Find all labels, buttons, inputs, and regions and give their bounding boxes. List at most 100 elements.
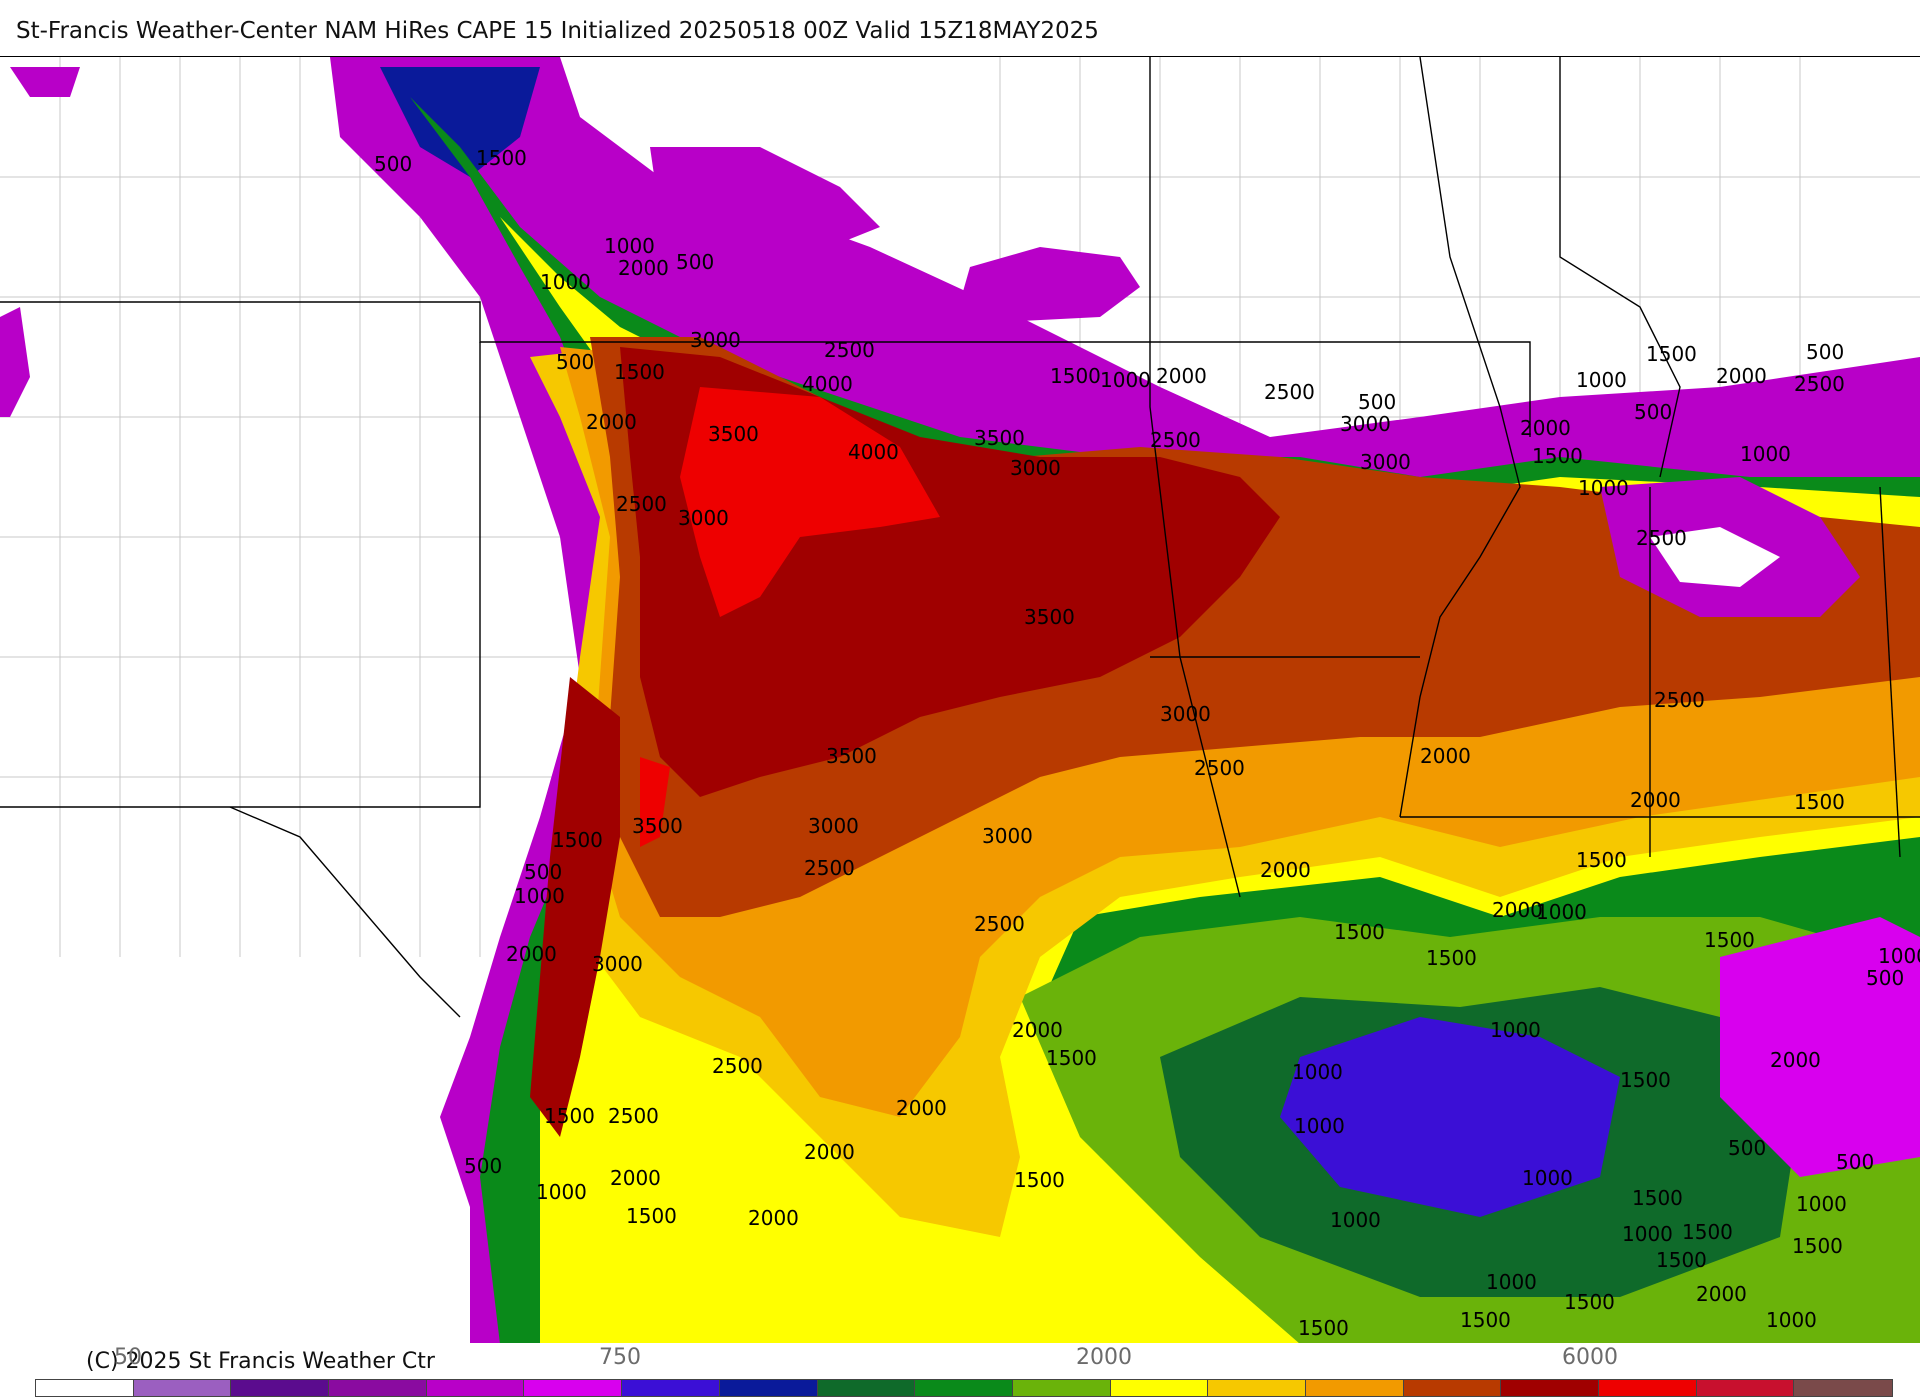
contour-label: 1000 xyxy=(1522,1166,1573,1190)
contour-label: 1000 xyxy=(1292,1060,1343,1084)
contour-label: 1000 xyxy=(540,270,591,294)
contour-label: 3000 xyxy=(690,328,741,352)
contour-label: 1500 xyxy=(614,360,665,384)
contour-label: 2000 xyxy=(610,1166,661,1190)
colorbar-segment xyxy=(1012,1380,1111,1396)
contour-label: 1500 xyxy=(476,146,527,170)
contour-label: 1000 xyxy=(604,234,655,258)
contour-label: 1500 xyxy=(1794,790,1845,814)
contour-label: 3500 xyxy=(974,426,1025,450)
contour-label: 500 xyxy=(464,1154,502,1178)
contour-label: 500 xyxy=(1806,340,1844,364)
contour-label: 3500 xyxy=(632,814,683,838)
contour-label: 2500 xyxy=(616,492,667,516)
contour-label: 1000 xyxy=(1766,1308,1817,1332)
colorbar-segment xyxy=(1403,1380,1502,1396)
contour-label: 2000 xyxy=(1716,364,1767,388)
contour-label: 1000 xyxy=(1100,368,1151,392)
contour-label: 1000 xyxy=(1490,1018,1541,1042)
contour-label: 1000 xyxy=(1622,1222,1673,1246)
contour-label: 1500 xyxy=(1576,848,1627,872)
contour-label: 1500 xyxy=(552,828,603,852)
contour-label: 3000 xyxy=(1010,456,1061,480)
colorbar-segment xyxy=(1305,1380,1404,1396)
contour-label: 1000 xyxy=(1330,1208,1381,1232)
contour-label: 500 xyxy=(1866,966,1904,990)
contour-label: 3500 xyxy=(826,744,877,768)
contour-label: 1000 xyxy=(1740,442,1791,466)
contour-label: 2500 xyxy=(1194,756,1245,780)
colorbar-segment xyxy=(915,1380,1013,1396)
contour-label: 1500 xyxy=(1620,1068,1671,1092)
contour-label: 500 xyxy=(676,250,714,274)
contour-label: 2000 xyxy=(748,1206,799,1230)
contour-label: 2000 xyxy=(1156,364,1207,388)
contour-label: 2500 xyxy=(1150,428,1201,452)
contour-label: 1500 xyxy=(1704,928,1755,952)
contour-label: 1500 xyxy=(1632,1186,1683,1210)
colorbar-segment xyxy=(1794,1380,1893,1396)
contour-label: 1500 xyxy=(1792,1234,1843,1258)
contour-label: 1500 xyxy=(544,1104,595,1128)
contour-label: 1000 xyxy=(536,1180,587,1204)
contour-label: 500 xyxy=(556,350,594,374)
contour-label: 1000 xyxy=(1578,476,1629,500)
contour-label: 1500 xyxy=(1298,1316,1349,1340)
contour-label: 3000 xyxy=(678,506,729,530)
colorbar-tick-label: 750 xyxy=(599,1345,641,1370)
contour-label: 1000 xyxy=(1486,1270,1537,1294)
cape-fill xyxy=(0,57,1920,1344)
contour-label: 2500 xyxy=(1264,380,1315,404)
contour-label: 3000 xyxy=(808,814,859,838)
contour-label: 4000 xyxy=(802,372,853,396)
contour-label: 1500 xyxy=(1564,1290,1615,1314)
contour-label: 1500 xyxy=(1046,1046,1097,1070)
contour-label: 1000 xyxy=(1576,368,1627,392)
contour-label: 2500 xyxy=(1654,688,1705,712)
contour-label: 2500 xyxy=(804,856,855,880)
contour-label: 2000 xyxy=(1770,1048,1821,1072)
contour-label: 2000 xyxy=(1260,858,1311,882)
contour-label: 1000 xyxy=(1796,1192,1847,1216)
contour-label: 2500 xyxy=(712,1054,763,1078)
contour-label: 500 xyxy=(1358,390,1396,414)
colorbar-segment xyxy=(817,1380,916,1396)
contour-label: 2000 xyxy=(804,1140,855,1164)
contour-label: 2000 xyxy=(506,942,557,966)
contour-label: 2500 xyxy=(1636,526,1687,550)
contour-label: 3500 xyxy=(1024,605,1075,629)
contour-label: 1500 xyxy=(1426,946,1477,970)
contour-label: 2500 xyxy=(824,338,875,362)
contour-label: 2000 xyxy=(896,1096,947,1120)
contour-label: 1500 xyxy=(626,1204,677,1228)
colorbar-segment xyxy=(719,1380,818,1396)
colorbar-segment xyxy=(1208,1380,1306,1396)
colorbar-tick-label: 6000 xyxy=(1562,1345,1618,1370)
contour-label: 2500 xyxy=(1794,372,1845,396)
contour-label: 2000 xyxy=(1420,744,1471,768)
colorbar xyxy=(35,1379,1894,1397)
contour-label: 500 xyxy=(374,152,412,176)
map-title: St-Francis Weather-Center NAM HiRes CAPE… xyxy=(16,18,1099,44)
contour-label: 2500 xyxy=(608,1104,659,1128)
map-canvas: 500 1500 1000 2000 500 1000 500 1500 200… xyxy=(0,57,1920,1344)
contour-label: 2000 xyxy=(1696,1282,1747,1306)
colorbar-segment xyxy=(1696,1380,1795,1396)
cape-map: 500 1500 1000 2000 500 1000 500 1500 200… xyxy=(0,56,1920,1344)
colorbar-segment xyxy=(36,1380,134,1396)
state-boundaries xyxy=(0,57,1920,1018)
contour-label: 1500 xyxy=(1646,342,1697,366)
contour-label: 1500 xyxy=(1682,1220,1733,1244)
colorbar-segment xyxy=(622,1380,720,1396)
contour-label: 1000 xyxy=(1294,1114,1345,1138)
contour-label: 3000 xyxy=(1160,702,1211,726)
contour-label: 500 xyxy=(1634,400,1672,424)
colorbar-segment xyxy=(1599,1380,1697,1396)
contour-label: 2000 xyxy=(1492,898,1543,922)
colorbar-segment xyxy=(1110,1380,1209,1396)
contour-label: 500 xyxy=(524,860,562,884)
contour-label: 2000 xyxy=(1630,788,1681,812)
contour-label: 1500 xyxy=(1656,1248,1707,1272)
colorbar-segment xyxy=(329,1380,427,1396)
colorbar-segment xyxy=(524,1380,623,1396)
